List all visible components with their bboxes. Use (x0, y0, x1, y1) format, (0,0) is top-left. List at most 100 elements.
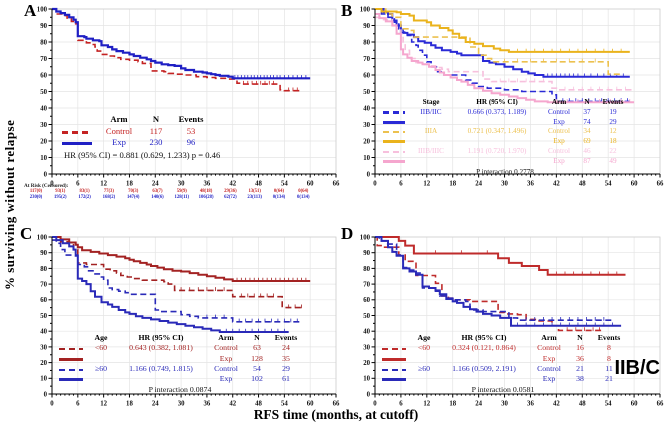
svg-text:36: 36 (204, 181, 211, 188)
legend-cell: 38 (576, 374, 584, 384)
svg-text:36: 36 (527, 401, 534, 408)
at-risk-value: 62(72) (224, 194, 237, 200)
svg-text:10: 10 (40, 155, 47, 162)
legend-cell: 0.643 (0.382, 1.081) (129, 343, 193, 353)
legend-cell: Exp (553, 137, 565, 146)
curves-B (375, 8, 635, 104)
legend-row: Exp 36 8 (379, 354, 627, 364)
legend-swatch (62, 131, 92, 134)
legend-cell: 53 (186, 125, 196, 136)
legend-cell: Control (548, 127, 570, 136)
at-risk-value: 195(2) (54, 194, 67, 200)
legend-row: <60 0.324 (0.121, 0.864) Control 16 8 (379, 343, 627, 353)
legend-header-cell: Age (94, 333, 108, 342)
legend-cell: 1.166 (0.749, 1.815) (129, 363, 193, 373)
legend-cell: 54 (253, 363, 261, 373)
svg-text:6: 6 (399, 181, 403, 188)
legend-header-cell: Arm (218, 333, 234, 342)
legend-cell: Control (548, 107, 570, 116)
svg-text:6: 6 (76, 401, 80, 408)
legend-header-cell: N (584, 98, 590, 106)
axes-B (371, 8, 661, 178)
km-curve-D--60-exp (375, 236, 622, 327)
svg-text:10: 10 (40, 376, 47, 383)
legend-cell (380, 108, 408, 118)
svg-text:18: 18 (449, 181, 456, 188)
svg-text:6: 6 (76, 181, 80, 188)
legend-cell (379, 374, 409, 384)
legend-row: Exp 74 29 (380, 118, 630, 128)
legend-cell (56, 374, 86, 384)
legend-panel-A: Arm N Events Control 117 53 Exp 230 96 HR (95% CI… (58, 114, 220, 161)
svg-text:30: 30 (363, 122, 370, 129)
legend-cell: Control (548, 146, 570, 155)
svg-text:60: 60 (363, 72, 370, 79)
legend-cell (380, 118, 408, 128)
at-risk-value: 59(9) (176, 189, 187, 194)
at-risk-value: 168(2) (102, 194, 116, 200)
legend-cell (380, 157, 408, 167)
legend-row: ≥60 1.166 (0.509, 2.191) Control 21 11 (379, 364, 627, 374)
at-risk-value: 13(51) (248, 189, 261, 194)
legend-cell: 230 (149, 137, 163, 147)
legend-row: Exp 38 21 (379, 374, 627, 384)
svg-text:70: 70 (40, 282, 47, 289)
legend-header-cell: N (152, 114, 160, 124)
svg-text:18: 18 (126, 401, 133, 408)
legend-cell: IIIB/IIIC (418, 146, 444, 155)
legend-cell: Exp (542, 374, 556, 384)
panel-B: 0 6 12 18 24 30 36 42 48 54 60 66010203040506070809… (341, 1, 664, 188)
legend-cell: Exp (542, 353, 556, 363)
svg-text:12: 12 (100, 401, 107, 408)
panel-letter-B: B (341, 1, 352, 20)
svg-text:18: 18 (449, 401, 456, 408)
legend-cell: 11 (605, 363, 613, 373)
legend-cell (380, 147, 408, 157)
svg-text:42: 42 (553, 401, 560, 408)
panel-D: 0 6 12 18 24 30 36 42 48 54 60 66 0 10 20 30 40 50 60 70 80 9… (341, 224, 664, 408)
legend-row: IIB/IIC 0.666 (0.373, 1.189) Control 37 19 (380, 108, 630, 118)
svg-text:36: 36 (527, 181, 534, 188)
legend-header-cell: Events (597, 333, 621, 342)
svg-text:66: 66 (333, 401, 340, 408)
legend-cell: 49 (609, 156, 617, 165)
tick-labels-D: 0 6 12 18 24 30 36 42 48 54 60 66 0 10 20 30 40 50 60 70 80 9… (360, 234, 664, 407)
svg-text:20: 20 (363, 360, 370, 367)
km-curve-A-exp (52, 7, 311, 80)
legend-cell (379, 343, 409, 353)
legend-cell: 0.324 (0.121, 0.864) (452, 343, 516, 353)
at-risk-value: 83(1) (79, 189, 90, 194)
legend-cell (379, 364, 409, 374)
legend-cell: 24 (282, 343, 290, 353)
legend-header-cell: N (577, 333, 583, 342)
svg-text:90: 90 (40, 23, 47, 30)
svg-text:0: 0 (367, 171, 371, 178)
panel-letter-A: A (24, 1, 37, 20)
svg-text:50: 50 (40, 89, 47, 96)
at-risk-value: 172(2) (78, 194, 91, 200)
legend-row: Exp 230 96 (58, 137, 218, 149)
y-axis-label: % surviving without relapse (2, 119, 17, 291)
svg-text:54: 54 (605, 401, 612, 408)
km-curve-A-control (52, 8, 302, 92)
legend-cell: 46 (583, 146, 591, 155)
legend-row: Exp 87 49 (380, 157, 630, 167)
panel-C: 0 6 12 18 24 30 36 42 48 54 60 66 0 10 20 30 40 50 60 70 80 9… (20, 224, 340, 408)
legend-cell: 61 (282, 374, 290, 384)
svg-text:20: 20 (40, 360, 47, 367)
legend-row: ≥60 1.166 (0.749, 1.815) Control 54 29 (56, 364, 304, 374)
svg-text:60: 60 (40, 72, 47, 79)
km-curve-D--60-control (375, 236, 613, 321)
svg-text:100: 100 (37, 6, 48, 13)
km-curve-B-iiib-iiic-exp (375, 13, 635, 104)
svg-text:42: 42 (229, 401, 236, 408)
legend-swatch (383, 140, 405, 144)
svg-text:100: 100 (360, 234, 371, 241)
legend-header-cell: Arm (541, 333, 557, 342)
legend-header-cell: HR (95% CI) (461, 333, 507, 342)
svg-text:36: 36 (204, 401, 211, 408)
legend-swatch (382, 368, 406, 371)
svg-text:42: 42 (229, 181, 236, 188)
at-risk-value: 117(0) (29, 189, 43, 194)
